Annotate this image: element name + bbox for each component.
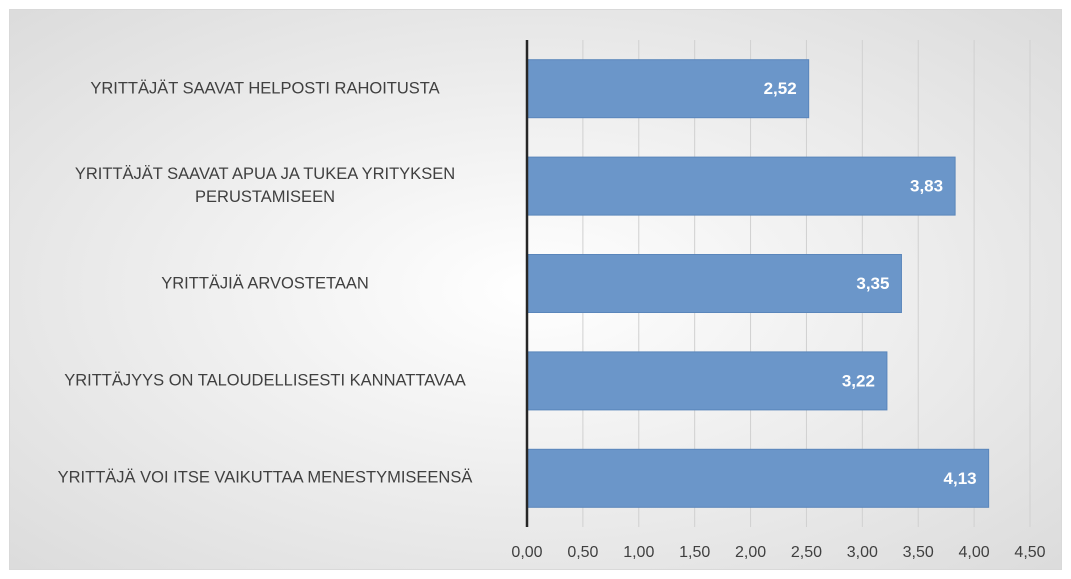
category-label: YRITTÄJÄT SAAVAT APUA JA TUKEA YRITYKSEN… bbox=[74, 165, 456, 207]
category-label: YRITTÄJIÄ ARVOSTETAAN bbox=[161, 274, 369, 292]
bar bbox=[526, 59, 810, 119]
bar bbox=[526, 351, 888, 411]
value-label: 3,22 bbox=[842, 371, 875, 390]
x-tick-label: 0,50 bbox=[567, 544, 598, 561]
x-tick-label: 1,00 bbox=[623, 544, 654, 561]
bar bbox=[526, 156, 956, 216]
value-label: 3,35 bbox=[856, 274, 889, 293]
x-tick-label: 3,00 bbox=[847, 544, 878, 561]
value-label: 2,52 bbox=[764, 79, 797, 98]
x-tick-label: 3,50 bbox=[903, 544, 934, 561]
x-tick-label: 2,50 bbox=[791, 544, 822, 561]
x-tick-label: 4,00 bbox=[959, 544, 990, 561]
x-tick-label: 0,00 bbox=[511, 544, 542, 561]
category-label: YRITTÄJÄ VOI ITSE VAIKUTTAA MENESTYMISEE… bbox=[57, 468, 473, 487]
x-tick-label: 4,50 bbox=[1014, 544, 1045, 561]
x-tick-label: 2,00 bbox=[735, 544, 766, 561]
value-label: 4,13 bbox=[944, 469, 977, 488]
x-tick-label: 1,50 bbox=[679, 544, 710, 561]
value-label: 3,83 bbox=[910, 177, 943, 196]
bar bbox=[526, 254, 902, 313]
category-label: YRITTÄJÄT SAAVAT HELPOSTI RAHOITUSTA bbox=[90, 79, 440, 98]
bar bbox=[526, 448, 990, 508]
category-label: YRITTÄJYYS ON TALOUDELLISESTI KANNATTAVA… bbox=[64, 371, 466, 390]
